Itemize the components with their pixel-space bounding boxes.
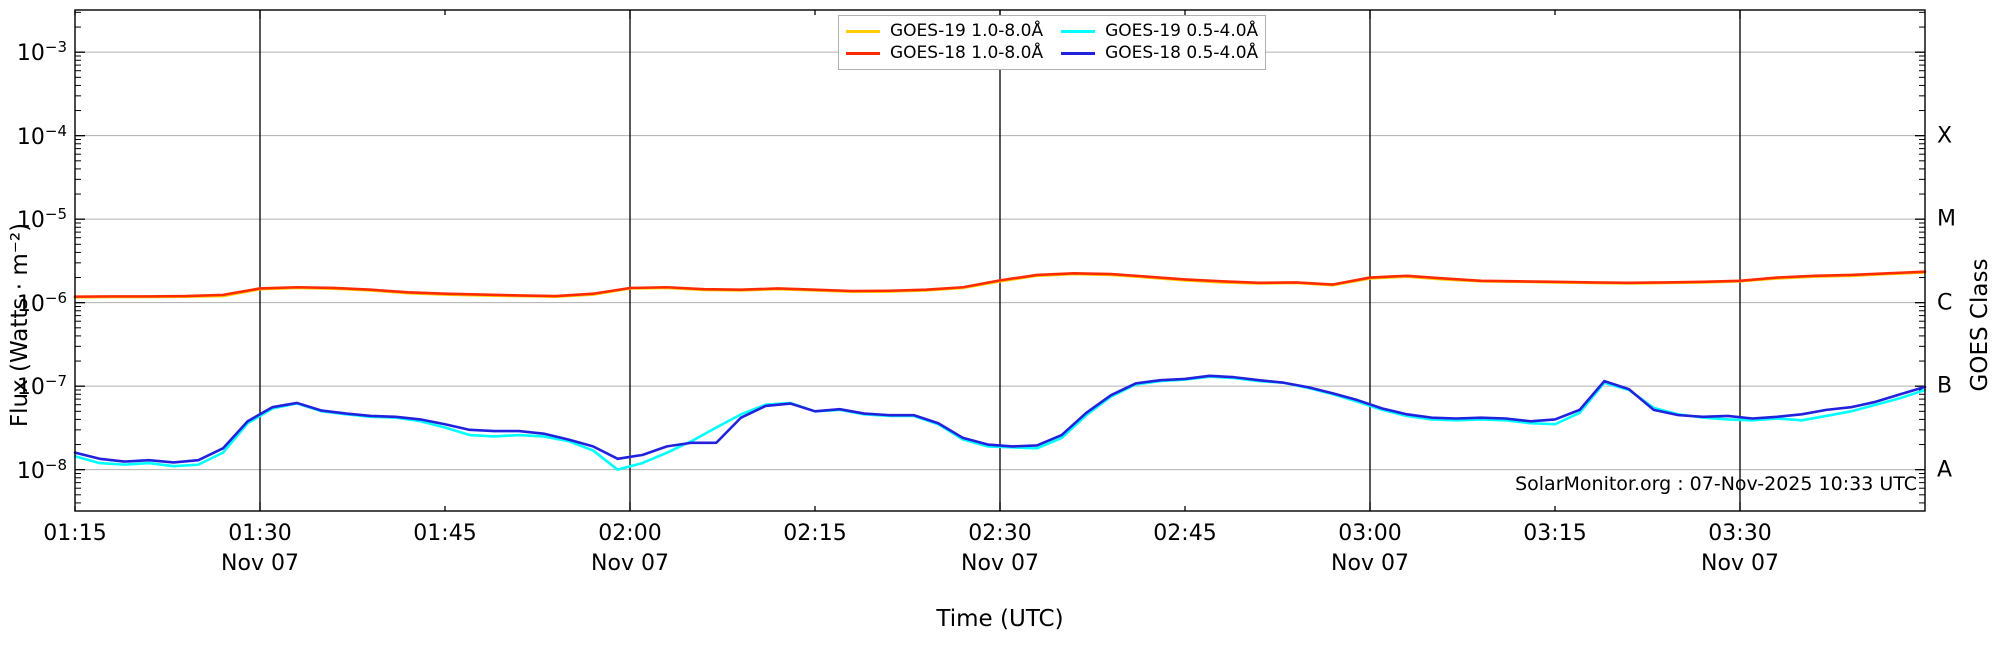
x-tick-label-02-30: 02:30 Nov 07 (961, 519, 1039, 579)
x-tick-label-03-00: 03:00 Nov 07 (1331, 519, 1409, 579)
x-tick-date: Nov 07 (961, 551, 1039, 576)
x-tick-label-02-45: 02:45 (1153, 519, 1216, 549)
legend-label: GOES-19 1.0-8.0Å (890, 21, 1044, 41)
legend-entry-goes-18-1-0-8-0-: GOES-18 1.0-8.0Å (846, 43, 1043, 64)
legend-label: GOES-18 0.5-4.0Å (1105, 43, 1259, 63)
x-tick-time: 02:45 (1153, 521, 1217, 546)
plot-frame (74, 9, 1926, 512)
legend-swatch-icon (1061, 52, 1096, 55)
x-tick-label-02-00: 02:00 Nov 07 (591, 519, 669, 579)
x-tick-time: 01:30 (228, 521, 292, 546)
x-tick-time: 02:30 (968, 521, 1032, 546)
x-tick-date: Nov 07 (591, 551, 669, 576)
x-tick-date: Nov 07 (221, 551, 299, 576)
legend: GOES-19 1.0-8.0Å GOES-19 0.5-4.0Å GOES-18 … (838, 15, 1267, 70)
legend-label: GOES-18 1.0-8.0Å (890, 43, 1044, 63)
x-tick-time: 03:15 (1523, 521, 1587, 546)
y-tick-label--5: 10−5 (16, 205, 67, 234)
y-tick-label--8: 10−8 (16, 455, 67, 484)
x-tick-label-01-45: 01:45 (413, 519, 476, 549)
goes-class-label-B: B (1937, 373, 1953, 399)
x-tick-time: 01:45 (413, 521, 477, 546)
legend-entry-goes-18-0-5-4-0-: GOES-18 0.5-4.0Å (1061, 43, 1258, 64)
series-line-goes-18-1-0-8-0- (73, 270, 1927, 298)
x-tick-time: 01:15 (43, 521, 107, 546)
x-tick-label-03-15: 03:15 (1523, 519, 1586, 549)
x-axis-title: Time (UTC) (0, 606, 2000, 632)
y-tick-label--7: 10−7 (16, 372, 67, 401)
series-line-goes-18-0-5-4-0- (73, 374, 1927, 464)
x-tick-time: 03:30 (1708, 521, 1772, 546)
goes-class-label-X: X (1937, 123, 1953, 149)
goes-class-label-M: M (1937, 206, 1956, 232)
legend-swatch-icon (1061, 30, 1096, 33)
x-tick-time: 02:00 (598, 521, 662, 546)
x-tick-date: Nov 07 (1331, 551, 1409, 576)
x-tick-label-02-15: 02:15 (783, 519, 846, 549)
goes-class-label-C: C (1937, 290, 1953, 316)
x-tick-label-01-30: 01:30 Nov 07 (221, 519, 299, 579)
legend-swatch-icon (846, 52, 880, 55)
x-axis-title-text: Time (UTC) (936, 606, 1064, 632)
x-tick-time: 03:00 (1338, 521, 1402, 546)
x-tick-time: 02:15 (783, 521, 847, 546)
watermark-text: SolarMonitor.org : 07-Nov-2025 10:33 UTC (1515, 473, 1917, 495)
x-tick-label-03-30: 03:30 Nov 07 (1701, 519, 1779, 579)
legend-entry-goes-19-0-5-4-0-: GOES-19 0.5-4.0Å (1061, 21, 1258, 42)
x-tick-label-01-15: 01:15 (43, 519, 106, 549)
x-tick-date: Nov 07 (1701, 551, 1779, 576)
watermark-annotation: SolarMonitor.org : 07-Nov-2025 10:33 UTC (1515, 473, 1917, 495)
legend-label: GOES-19 0.5-4.0Å (1105, 21, 1259, 41)
y-tick-label--3: 10−3 (16, 38, 67, 67)
legend-entry-goes-19-1-0-8-0-: GOES-19 1.0-8.0Å (846, 21, 1043, 42)
goes-class-label-A: A (1937, 457, 1953, 483)
legend-swatch-icon (846, 30, 880, 33)
y-tick-label--4: 10−4 (16, 121, 67, 150)
y-tick-label--6: 10−6 (16, 288, 67, 317)
